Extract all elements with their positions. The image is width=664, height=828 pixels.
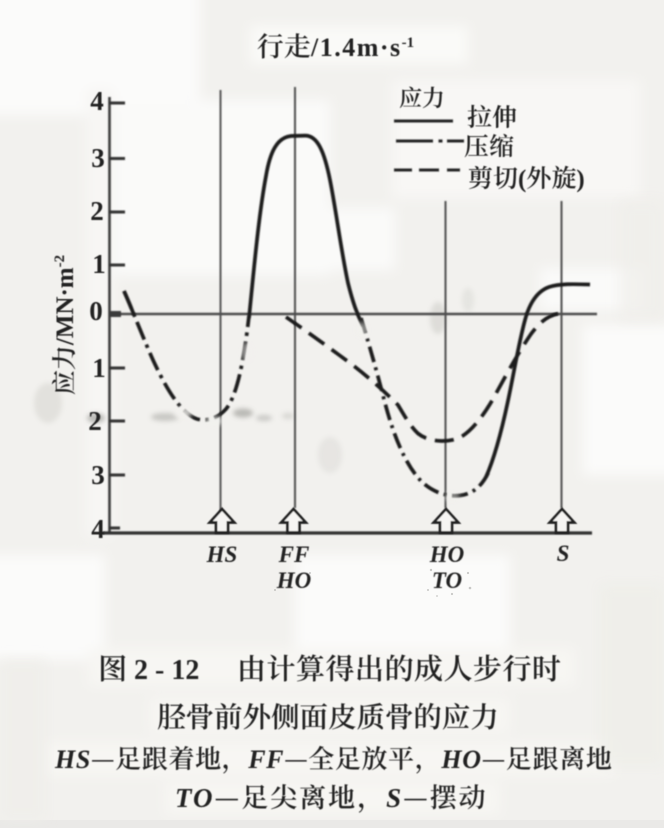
svg-text:1: 1 — [92, 249, 106, 279]
svg-text:1: 1 — [92, 353, 106, 383]
svg-text:3: 3 — [91, 143, 105, 173]
svg-text:S: S — [557, 541, 570, 566]
svg-text:TO—足尖离地，S—摆动: TO—足尖离地，S—摆动 — [175, 776, 488, 815]
svg-text:由计算得出的成人步行时: 由计算得出的成人步行时 — [237, 647, 562, 688]
svg-text:HS: HS — [206, 542, 238, 567]
svg-text:HO: HO — [276, 568, 312, 593]
svg-text:4: 4 — [91, 514, 105, 544]
svg-text:压缩: 压缩 — [464, 127, 514, 163]
svg-text:HS—足跟着地，FF—全足放平，HO—足跟离地: HS—足跟着地，FF—全足放平，HO—足跟离地 — [54, 739, 612, 776]
svg-text:应力: 应力 — [399, 80, 445, 113]
svg-text:剪切(外旋): 剪切(外旋) — [468, 159, 585, 195]
svg-text:2: 2 — [88, 406, 102, 436]
svg-text:FF: FF — [278, 542, 310, 567]
svg-text:0: 0 — [89, 296, 103, 326]
svg-text:拉伸: 拉伸 — [467, 98, 517, 134]
svg-text:TO: TO — [432, 568, 462, 593]
svg-text:3: 3 — [91, 460, 105, 490]
svg-text:应力/MN·m-2: 应力/MN·m-2 — [45, 255, 81, 395]
svg-text:HO: HO — [429, 542, 465, 567]
svg-text:2: 2 — [90, 196, 104, 226]
svg-text:胫骨前外侧面皮质骨的应力: 胫骨前外侧面皮质骨的应力 — [157, 695, 499, 736]
svg-text:4: 4 — [90, 86, 104, 116]
